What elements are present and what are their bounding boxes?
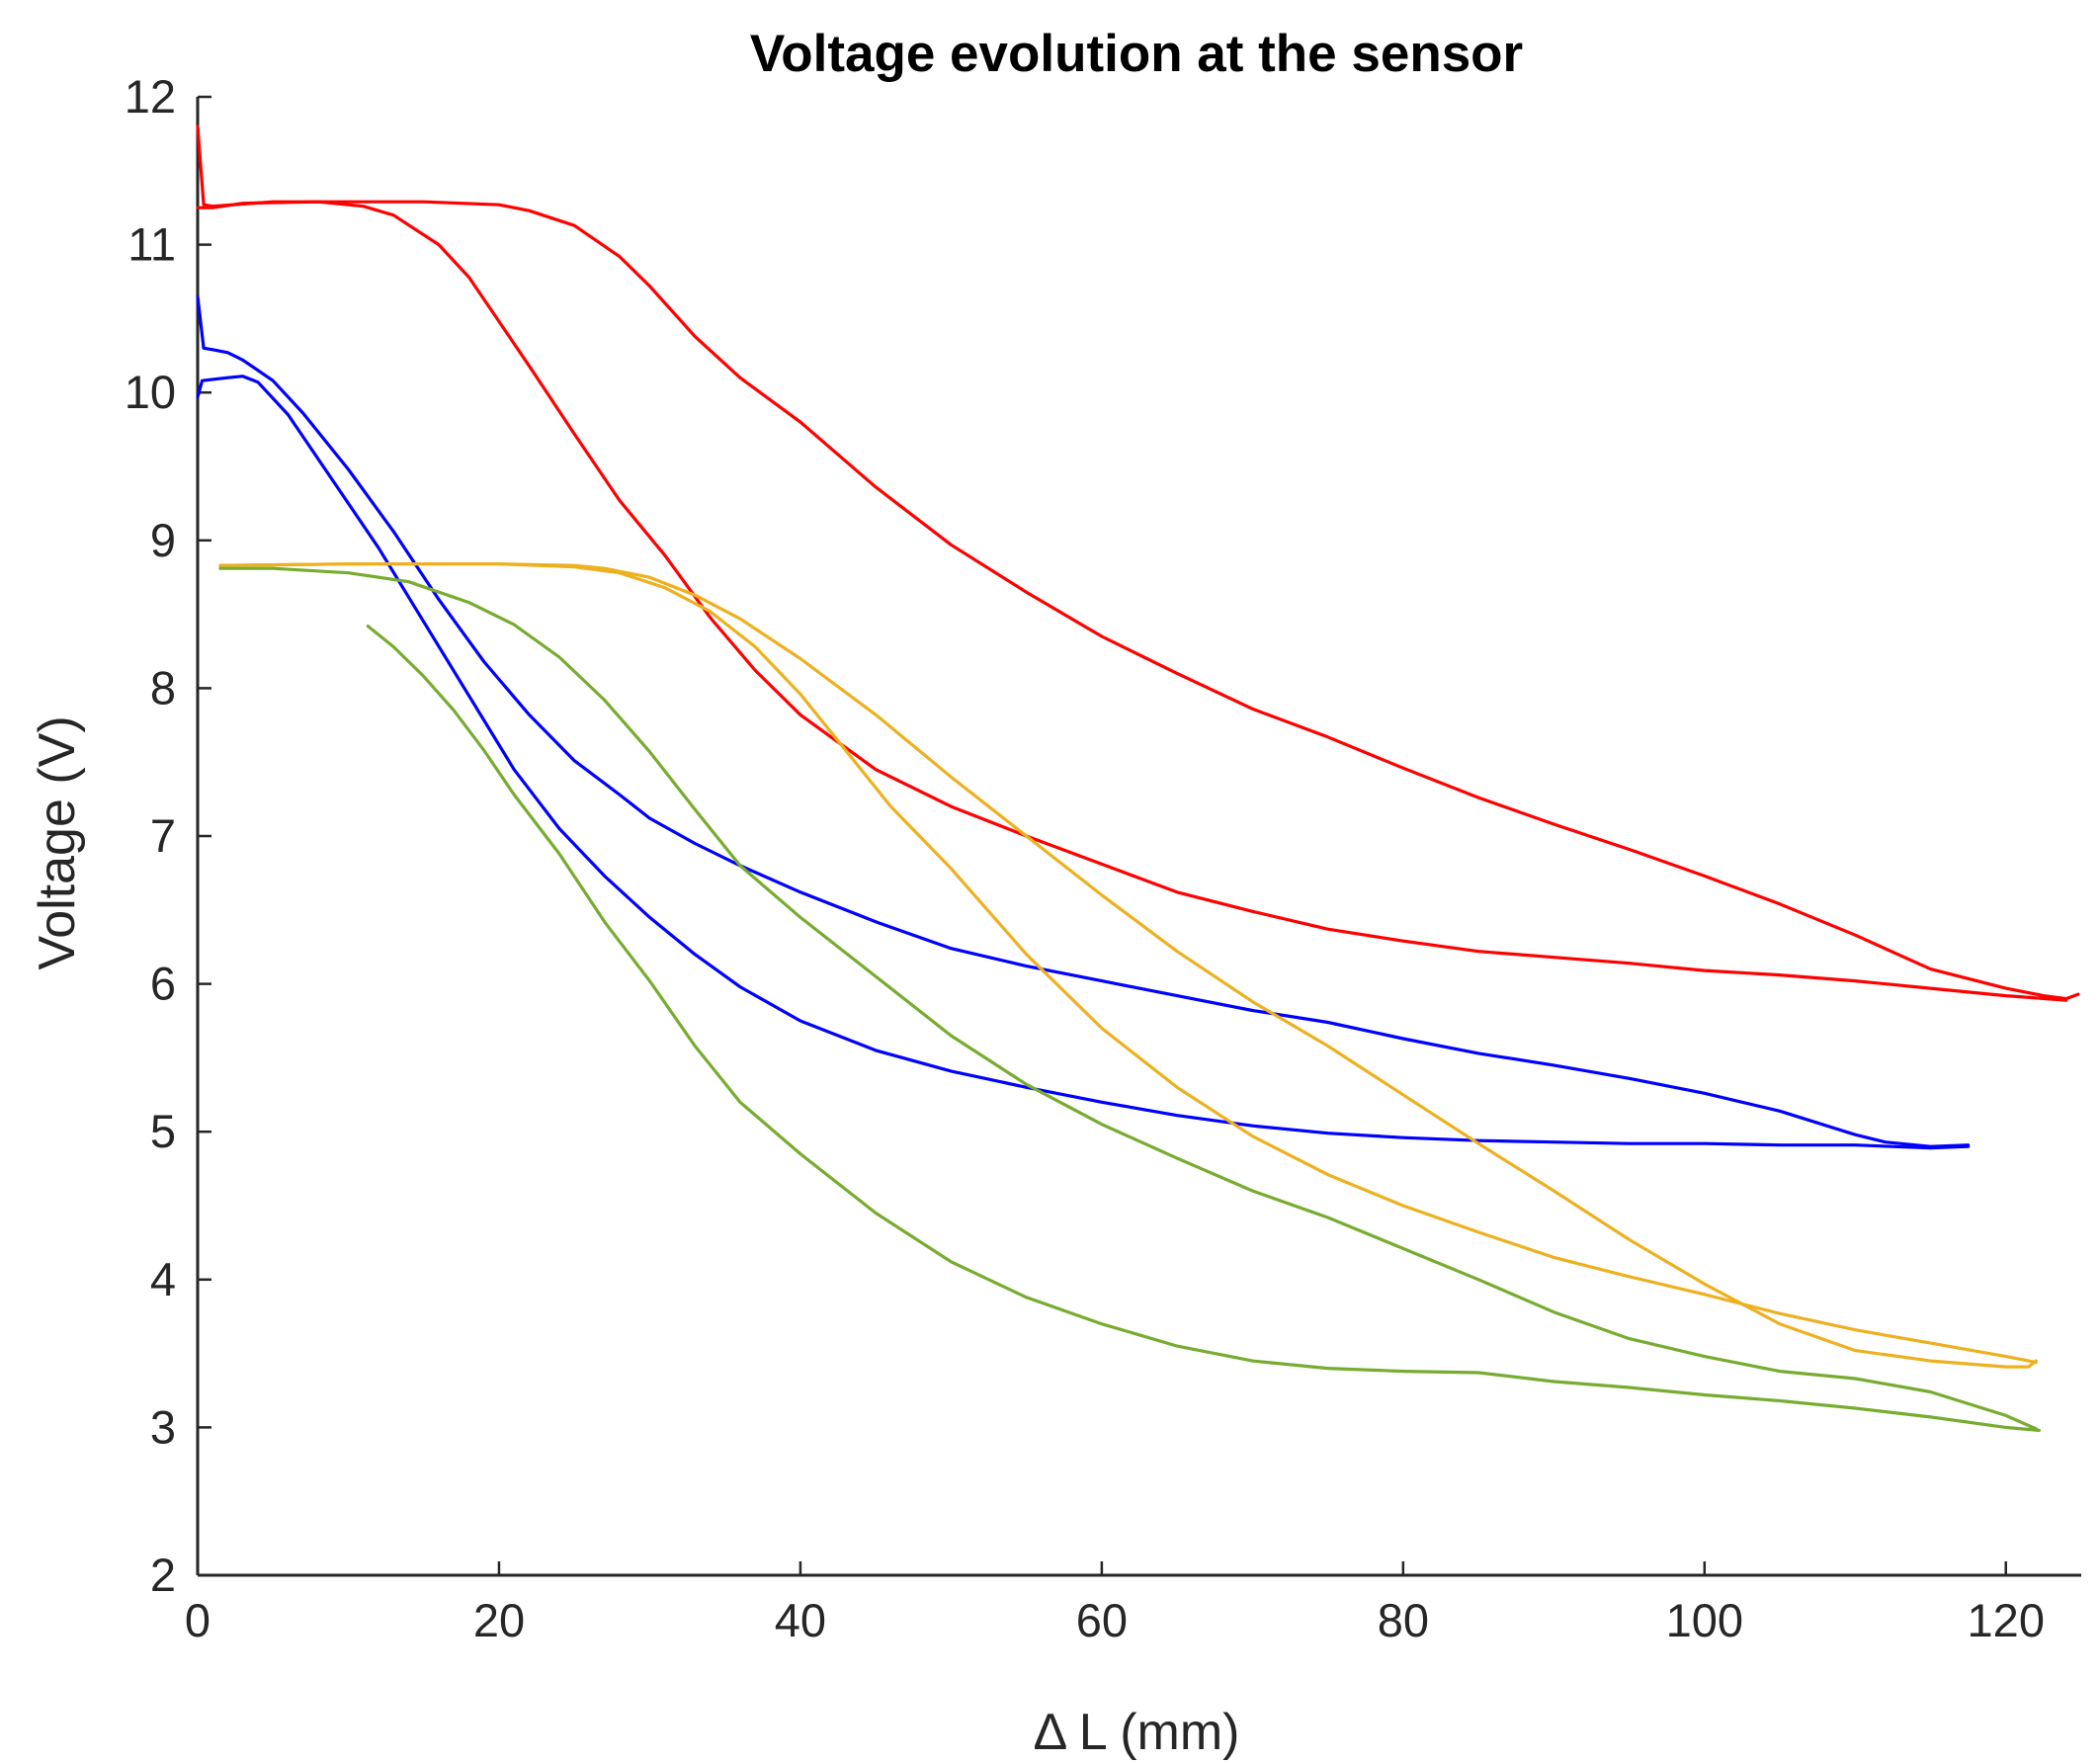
y-tick-label-7: 9	[150, 514, 176, 566]
series-layer	[196, 125, 2080, 1433]
ticks: 0 20 40 60 80 100 120 2 3 4 5 6 7 8 9 10 11 12	[125, 70, 2045, 1646]
x-tick-label-5: 100	[1666, 1594, 1743, 1646]
series-line-blue-upper	[196, 294, 1971, 1148]
y-tick-label-9: 11	[127, 218, 176, 271]
y-tick-label-4: 6	[150, 958, 176, 1010]
y-tick-label-6: 8	[150, 661, 176, 714]
x-tick-label-4: 80	[1378, 1594, 1429, 1646]
series-line-red-lower	[196, 200, 2068, 1002]
x-tick-label-6: 120	[1968, 1594, 2045, 1646]
x-tick-label-0: 0	[185, 1594, 210, 1646]
y-tick-label-3: 5	[150, 1105, 176, 1157]
y-tick-label-1: 3	[150, 1400, 176, 1453]
series-line-red-upper	[196, 125, 2080, 1001]
x-tick-label-2: 40	[775, 1594, 826, 1646]
series-line-green-lower	[366, 624, 2041, 1433]
y-tick-label-0: 2	[150, 1549, 176, 1601]
y-tick-label-5: 7	[150, 809, 176, 862]
series-line-orange-lower	[218, 562, 2038, 1365]
y-tick-label-8: 10	[125, 366, 176, 418]
series-line-blue-lower	[196, 375, 1971, 1150]
y-tick-label-2: 4	[150, 1253, 176, 1305]
y-tick-label-10: 12	[125, 70, 176, 123]
x-tick-label-1: 20	[473, 1594, 525, 1646]
series-line-orange-upper	[218, 562, 2038, 1369]
chart-title: Voltage evolution at the sensor	[750, 25, 1523, 83]
x-axis-label: Δ L (mm)	[1033, 1704, 1239, 1761]
series-line-green-upper	[218, 566, 2038, 1431]
y-axis-label: Voltage (V)	[29, 715, 86, 969]
x-tick-label-3: 60	[1076, 1594, 1128, 1646]
